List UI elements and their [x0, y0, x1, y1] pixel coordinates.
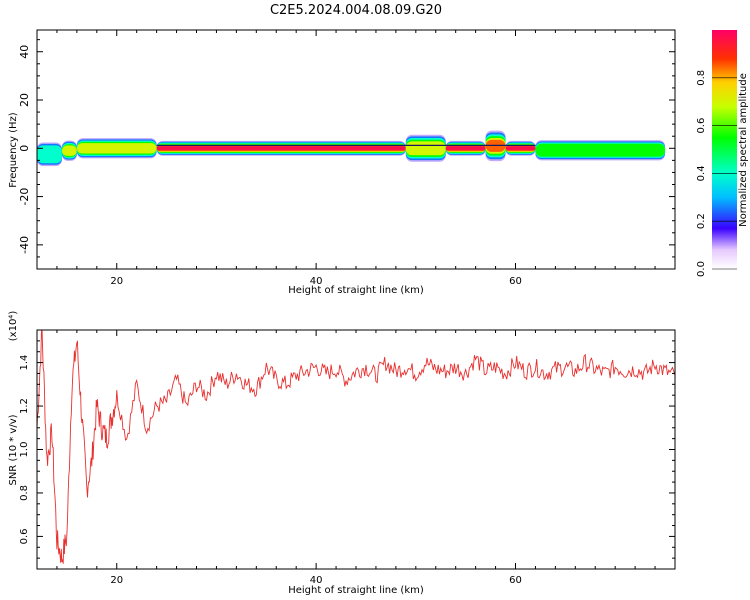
- band-segment-0-level-2: [37, 145, 62, 164]
- snr-x-ticks: 20 40 60: [36, 330, 676, 586]
- band-segment-8-level-3: [535, 143, 666, 157]
- colorbar-tick-label: 0.8: [696, 70, 707, 86]
- spectrogram-panel: 20 40 60 -40 -20 0 20 40 Height of straight li…: [8, 29, 676, 296]
- colorbar-gradient: [712, 30, 737, 269]
- snr-y-multiplier: (x10⁴): [8, 311, 19, 342]
- band-segment-2-level-4: [76, 143, 157, 154]
- colorbar: 0.0 0.2 0.4 0.6 0.8 Normalized spectral ampl…: [696, 30, 749, 277]
- y-tick-label: 1.0: [19, 442, 30, 458]
- spectrogram-x-label: Height of straight line (km): [288, 285, 424, 296]
- y-tick-label: 1.4: [19, 355, 30, 371]
- x-tick-label: 40: [310, 276, 323, 287]
- spectrogram-y-ticks: -40 -20 0 20 40: [18, 39, 675, 270]
- band-segment-4-level-4: [405, 141, 446, 156]
- y-tick-label: 20: [18, 93, 31, 107]
- spectrogram-x-ticks: 20 40 60: [36, 30, 676, 287]
- y-tick-label: 0.6: [19, 528, 30, 544]
- x-tick-label: 60: [509, 575, 522, 586]
- snr-x-label: Height of straight line (km): [288, 585, 424, 596]
- y-tick-label: -40: [18, 236, 31, 254]
- y-tick-label: 0.8: [19, 485, 30, 501]
- colorbar-ticks: 0.0 0.2 0.4 0.6 0.8: [696, 70, 737, 277]
- spectrogram-y-label: Frequency (Hz): [8, 112, 19, 188]
- snr-y-label: SNR (10 * v/v): [8, 414, 19, 485]
- colorbar-label: Normalized spectral amplitude: [738, 73, 749, 227]
- y-tick-label: -20: [18, 188, 31, 206]
- y-tick-label: 40: [18, 45, 31, 59]
- spectrogram-band: [37, 130, 666, 167]
- x-tick-label: 60: [509, 276, 522, 287]
- colorbar-tick-label: 0.0: [696, 261, 707, 277]
- band-segment-7-level-6: [505, 146, 536, 151]
- snr-panel: 20 40 60 0.6 0.8 1.0 1.2 1.4 Height of straigh…: [8, 311, 676, 596]
- x-tick-label: 20: [110, 276, 123, 287]
- x-tick-label: 20: [110, 575, 123, 586]
- snr-frame: [36, 329, 676, 570]
- snr-y-ticks: 0.6 0.8 1.0 1.2 1.4: [19, 340, 675, 559]
- colorbar-tick-label: 0.4: [696, 165, 707, 181]
- colorbar-tick-label: 0.6: [696, 118, 707, 134]
- band-segment-3-level-6: [156, 146, 406, 151]
- y-tick-label: 0: [18, 145, 31, 152]
- x-tick-label: 40: [310, 575, 323, 586]
- snr-series-line: [37, 330, 675, 564]
- chart-title: C2E5.2024.004.08.09.G20: [270, 3, 442, 18]
- band-segment-5-level-6: [445, 146, 486, 151]
- colorbar-tick-label: 0.2: [696, 213, 707, 229]
- band-segment-1-level-4: [61, 145, 77, 156]
- y-tick-label: 1.2: [19, 398, 30, 414]
